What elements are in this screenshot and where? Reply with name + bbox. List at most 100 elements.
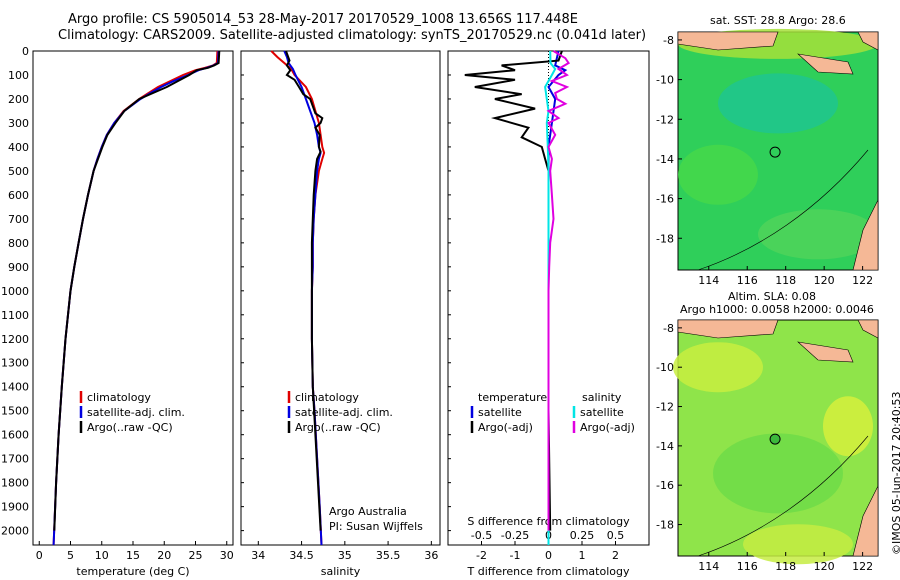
depth-tick-label: 1600 [1,429,29,442]
x-tick-label: 5 [67,549,74,562]
series-line-salinity [285,50,324,531]
depth-tick-label: 400 [8,141,29,154]
legend-header: salinity [582,391,622,404]
land-sumbawa [797,341,854,363]
bathymetry-contour [697,435,869,557]
x-axis-label: T difference from climatology [467,565,630,578]
depth-tick-label: 700 [8,213,29,226]
map-bottom-title-1: Altim. SLA: 0.08 [728,290,817,303]
x-tick-label: 30 [220,549,234,562]
x-tick-label: 35.5 [376,549,401,562]
argo-float-marker [769,433,781,445]
header-line-2: Climatology: CARS2009. Satellite-adjuste… [58,28,647,43]
depth-tick-label: 1800 [1,477,29,490]
land-sumbawa [797,53,854,75]
imos-stamp: ©IMOS 05-Jun-2017 20:40:53 [890,391,900,555]
top-tick-label: 0.5 [607,529,625,542]
lat-tick-label: -12 [656,113,674,126]
depth-tick-label: 1900 [1,501,29,514]
x-tick-label: 36 [424,549,438,562]
lon-tick-label: 118 [775,560,796,573]
map-patch [713,433,843,514]
map-patch [758,209,878,260]
annotation-text: PI: Susan Wijffels [329,520,423,533]
depth-tick-label: 1700 [1,453,29,466]
x-tick-label: 0 [545,549,552,562]
x-axis-label: temperature (deg C) [76,565,189,578]
bathymetry-contour [697,149,869,271]
top-tick-label: 0.25 [570,529,595,542]
lat-tick-label: -10 [656,74,674,87]
x-tick-label: 15 [126,549,140,562]
map-patch [678,144,758,205]
lat-tick-label: -14 [656,440,674,453]
series-line-temperature [53,50,221,531]
legend-label: climatology [295,391,359,404]
depth-tick-label: 200 [8,93,29,106]
depth-tick-label: 800 [8,237,29,250]
depth-tick-label: 1300 [1,357,29,370]
lon-tick-label: 120 [814,560,835,573]
x-tick-label: 0 [36,549,43,562]
x-tick-label: 1 [579,549,586,562]
legend-label: Argo(..raw -QC) [87,421,173,434]
legend-label: climatology [87,391,151,404]
x-tick-label: -2 [476,549,487,562]
depth-tick-label: 600 [8,189,29,202]
map-patch [673,342,763,393]
lat-tick-label: -14 [656,153,674,166]
depth-tick-label: 300 [8,117,29,130]
lat-tick-label: -12 [656,401,674,414]
depth-tick-label: 0 [22,45,29,58]
x-tick-label: 20 [157,549,171,562]
lon-tick-label: 114 [698,274,719,287]
legend-label: Argo(-adj) [580,421,635,434]
lat-tick-label: -16 [656,193,674,206]
depth-tick-label: 2000 [1,525,29,538]
x-tick-label: -1 [510,549,521,562]
lat-tick-label: -16 [656,479,674,492]
lon-tick-label: 116 [737,274,758,287]
legend-label: satellite [580,406,624,419]
land-java [677,31,779,51]
x-tick-label: 34.5 [289,549,314,562]
depth-tick-label: 1200 [1,333,29,346]
lon-tick-label: 122 [852,274,873,287]
annotation-text: Argo Australia [329,505,407,518]
depth-tick-label: 900 [8,261,29,274]
lat-tick-label: -8 [663,34,674,47]
lon-tick-label: 114 [698,560,719,573]
land-java [677,319,779,339]
depth-tick-label: 1000 [1,285,29,298]
x-tick-label: 2 [612,549,619,562]
x-tick-label: 10 [95,549,109,562]
depth-tick-label: 1500 [1,405,29,418]
lon-tick-label: 122 [852,560,873,573]
depth-tick-label: 1400 [1,381,29,394]
land-australia [852,485,879,557]
legend-label: Argo(..raw -QC) [295,421,381,434]
depth-tick-label: 500 [8,165,29,178]
lat-tick-label: -18 [656,519,674,532]
map-patch [718,73,838,134]
lat-tick-label: -8 [663,322,674,335]
depth-tick-label: 1100 [1,309,29,322]
legend-header: temperature [478,391,547,404]
legend-label: satellite-adj. clim. [87,406,185,419]
land-flores [857,319,879,339]
map-patch [743,524,853,565]
map-patch [823,396,873,457]
legend-label: Argo(-adj) [478,421,533,434]
land-flores [857,31,879,51]
lon-tick-label: 120 [814,274,835,287]
lon-tick-label: 118 [775,274,796,287]
map-top-title: sat. SST: 28.8 Argo: 28.6 [710,14,846,27]
x-axis-label: salinity [321,565,361,578]
lon-tick-label: 116 [737,560,758,573]
legend-label: satellite [478,406,522,419]
x-tick-label: 35 [338,549,352,562]
lat-tick-label: -10 [656,361,674,374]
legend-label: satellite-adj. clim. [295,406,393,419]
header-line-1: Argo profile: CS 5905014_53 28-May-2017 … [68,12,578,27]
